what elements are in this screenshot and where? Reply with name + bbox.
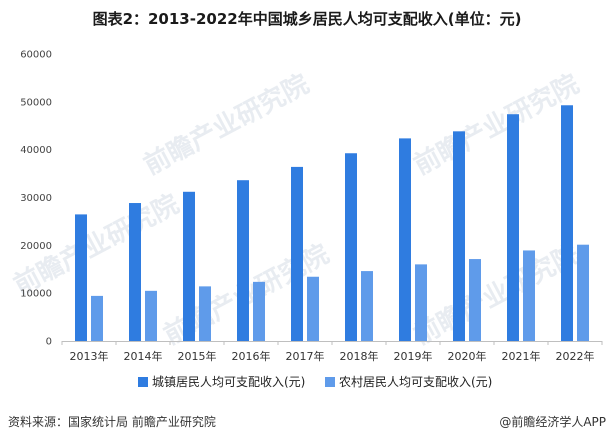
legend-swatch-rural [325, 377, 335, 387]
bar-rural [91, 295, 103, 341]
brand-text: @前瞻经济学人APP [499, 415, 606, 429]
bar-rural [523, 250, 535, 341]
y-tick-label: 20000 [20, 241, 52, 252]
bar-urban [129, 203, 141, 341]
x-tick-label: 2013年 [70, 349, 109, 363]
x-tick-label: 2021年 [502, 349, 541, 363]
y-tick-label: 60000 [20, 50, 52, 61]
x-tick-label: 2017年 [286, 349, 325, 363]
footer: 资料来源：国家统计局 前瞻产业研究院 @前瞻经济学人APP [0, 409, 614, 437]
x-tick-label: 2015年 [178, 349, 217, 363]
bar-rural [307, 276, 319, 341]
x-tick-label: 2019年 [394, 349, 433, 363]
bar-urban [183, 191, 195, 341]
x-tick-label: 2022年 [556, 349, 595, 363]
bar-urban [237, 180, 249, 341]
y-tick-label: 40000 [20, 145, 52, 156]
legend: 城镇居民人均可支配收入(元) 农村居民人均可支配收入(元) [138, 375, 492, 389]
bar-urban [561, 105, 573, 341]
bar-rural [361, 271, 373, 341]
bar-urban [453, 131, 465, 341]
y-tick-label: 10000 [20, 289, 52, 300]
y-tick-label: 0 [46, 337, 52, 348]
bar-urban [75, 214, 87, 341]
bar-rural [415, 264, 427, 341]
source-text: 资料来源：国家统计局 前瞻产业研究院 [8, 415, 216, 429]
legend-label-rural: 农村居民人均可支配收入(元) [339, 375, 492, 389]
bar-rural [469, 259, 481, 341]
watermark-text: 前瞻产业研究院 [139, 68, 314, 181]
legend-label-urban: 城镇居民人均可支配收入(元) [152, 375, 305, 389]
axes-layer: 0 10000 20000 30000 40000 50000 60000 2013年 2014… [20, 50, 603, 363]
x-tick-label: 2016年 [232, 349, 271, 363]
y-tick-label: 30000 [20, 193, 52, 204]
bar-rural [199, 286, 211, 341]
watermark-text: 前瞻产业研究院 [409, 238, 584, 351]
bar-rural [577, 244, 589, 341]
bar-urban [291, 166, 303, 341]
x-tick-label: 2014年 [124, 349, 163, 363]
x-tick-label: 2020年 [448, 349, 487, 363]
bar-rural [145, 290, 157, 341]
bars-layer [75, 105, 589, 341]
bar-urban [399, 138, 411, 341]
bar-urban [507, 114, 519, 341]
bar-urban [345, 153, 357, 341]
watermark-text: 前瞻产业研究院 [409, 68, 584, 181]
bar-rural [253, 281, 265, 341]
y-tick-label: 50000 [20, 97, 52, 108]
legend-swatch-urban [138, 377, 148, 387]
x-tick-label: 2018年 [340, 349, 379, 363]
chart-title: 图表2：2013-2022年中国城乡居民人均可支配收入(单位：元) [92, 10, 522, 28]
